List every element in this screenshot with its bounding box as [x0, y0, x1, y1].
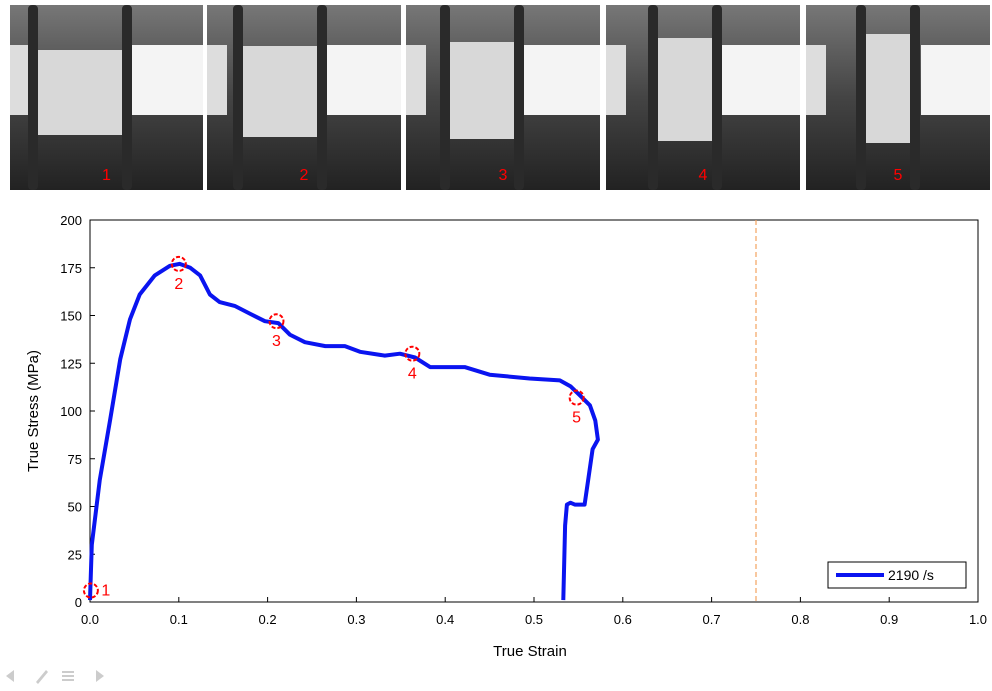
y-tick-label: 0: [75, 595, 82, 610]
marker-label: 2: [174, 276, 183, 293]
x-axis-label: True Strain: [493, 643, 567, 660]
platen: [122, 5, 132, 190]
specimen: [866, 34, 910, 143]
marker-label: 3: [272, 333, 281, 350]
marker: [170, 255, 187, 272]
photo-light: [406, 45, 426, 115]
x-tick-label: 0.4: [436, 612, 454, 627]
x-tick-label: 0.5: [525, 612, 543, 627]
photo-light: [322, 45, 401, 115]
marker: [568, 389, 585, 406]
x-tick-label: 0.1: [170, 612, 188, 627]
platen: [28, 5, 38, 190]
y-tick-label: 25: [68, 547, 82, 562]
specimen: [450, 42, 514, 139]
photo-light: [606, 45, 626, 115]
photo-light: [806, 45, 826, 115]
y-tick-label: 50: [68, 500, 82, 515]
y-axis-label: True Stress (MPa): [25, 350, 42, 472]
legend-label: 2190 /s: [888, 567, 934, 583]
platen: [648, 5, 658, 190]
photo-light: [207, 45, 227, 115]
x-tick-label: 0.8: [791, 612, 809, 627]
marker-label: 5: [572, 410, 581, 427]
y-tick-label: 200: [60, 213, 82, 228]
y-tick-label: 150: [60, 309, 82, 324]
platen: [440, 5, 450, 190]
specimen: [38, 50, 122, 135]
x-tick-label: 0.3: [347, 612, 365, 627]
y-tick-label: 75: [68, 452, 82, 467]
data-line: [88, 261, 600, 601]
frame-label: 2: [300, 167, 309, 184]
x-tick-label: 0.2: [259, 612, 277, 627]
marker: [268, 313, 285, 330]
x-tick-label: 0.9: [880, 612, 898, 627]
platen: [233, 5, 243, 190]
x-tick-label: 0.0: [81, 612, 99, 627]
frame-label: 3: [499, 167, 508, 184]
frames: 1 2 3 4 5: [10, 5, 990, 190]
specimen: [243, 46, 317, 137]
photo-light: [921, 45, 990, 115]
platen: [910, 5, 920, 190]
x-tick-label: 0.7: [703, 612, 721, 627]
platen: [856, 5, 866, 190]
specimen: [658, 38, 712, 141]
plot-frame: [89, 219, 979, 603]
platen: [712, 5, 722, 190]
y-tick-label: 175: [60, 261, 82, 276]
x-tick-label: 0.6: [614, 612, 632, 627]
photo-light: [521, 45, 600, 115]
frame-label: 5: [894, 167, 903, 184]
photo-light: [10, 45, 30, 115]
y-tick-label: 125: [60, 356, 82, 371]
y-tick-label: 100: [60, 404, 82, 419]
marker-label: 4: [408, 366, 417, 383]
frame-label: 1: [102, 167, 111, 184]
nav-icons: [6, 670, 104, 684]
frame-label: 4: [699, 167, 708, 184]
marker-label: 1: [101, 583, 110, 600]
photo-light: [125, 45, 203, 115]
x-tick-label: 1.0: [969, 612, 987, 627]
marker: [404, 345, 421, 362]
photo-light: [721, 45, 800, 115]
platen: [514, 5, 524, 190]
marker: [82, 582, 99, 599]
platen: [317, 5, 327, 190]
